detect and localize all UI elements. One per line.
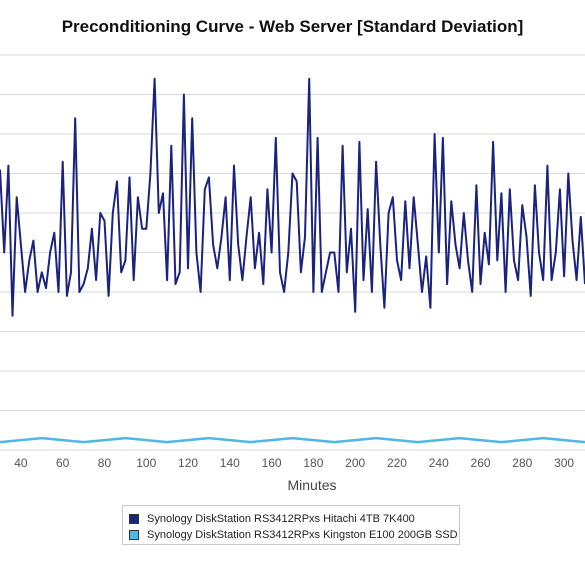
- x-tick-label: 80: [98, 456, 112, 470]
- x-tick-label: 120: [178, 456, 198, 470]
- series-line-1: [0, 436, 585, 444]
- legend-label-kingston: Synology DiskStation RS3412RPxs Kingston…: [147, 529, 458, 541]
- x-tick-label: 220: [387, 456, 407, 470]
- x-tick-label: 140: [220, 456, 240, 470]
- chart-legend: Synology DiskStation RS3412RPxs Hitachi …: [122, 505, 460, 545]
- x-tick-label: 180: [303, 456, 323, 470]
- legend-swatch-hitachi: [129, 514, 139, 524]
- x-tick-label: 300: [554, 456, 574, 470]
- x-tick-label: 240: [429, 456, 449, 470]
- x-tick-label: 280: [512, 456, 532, 470]
- x-tick-label: 200: [345, 456, 365, 470]
- x-tick-label: 40: [14, 456, 28, 470]
- legend-label-hitachi: Synology DiskStation RS3412RPxs Hitachi …: [147, 513, 415, 525]
- legend-item-kingston: Synology DiskStation RS3412RPxs Kingston…: [129, 527, 458, 543]
- grid-lines: [0, 54, 585, 451]
- series-lines: [0, 77, 585, 444]
- series-line-0: [0, 77, 585, 317]
- x-tick-labels: 40 60 80 100 120 140 160 180 200 220 240 260 280 300: [14, 456, 574, 470]
- x-axis-title: Minutes: [287, 477, 336, 493]
- x-tick-label: 100: [136, 456, 156, 470]
- legend-swatch-kingston: [129, 530, 139, 540]
- x-tick-label: 60: [56, 456, 70, 470]
- legend-item-hitachi: Synology DiskStation RS3412RPxs Hitachi …: [129, 511, 415, 527]
- chart-title: Preconditioning Curve - Web Server [Stan…: [61, 17, 524, 36]
- x-tick-label: 160: [262, 456, 282, 470]
- x-tick-label: 260: [471, 456, 491, 470]
